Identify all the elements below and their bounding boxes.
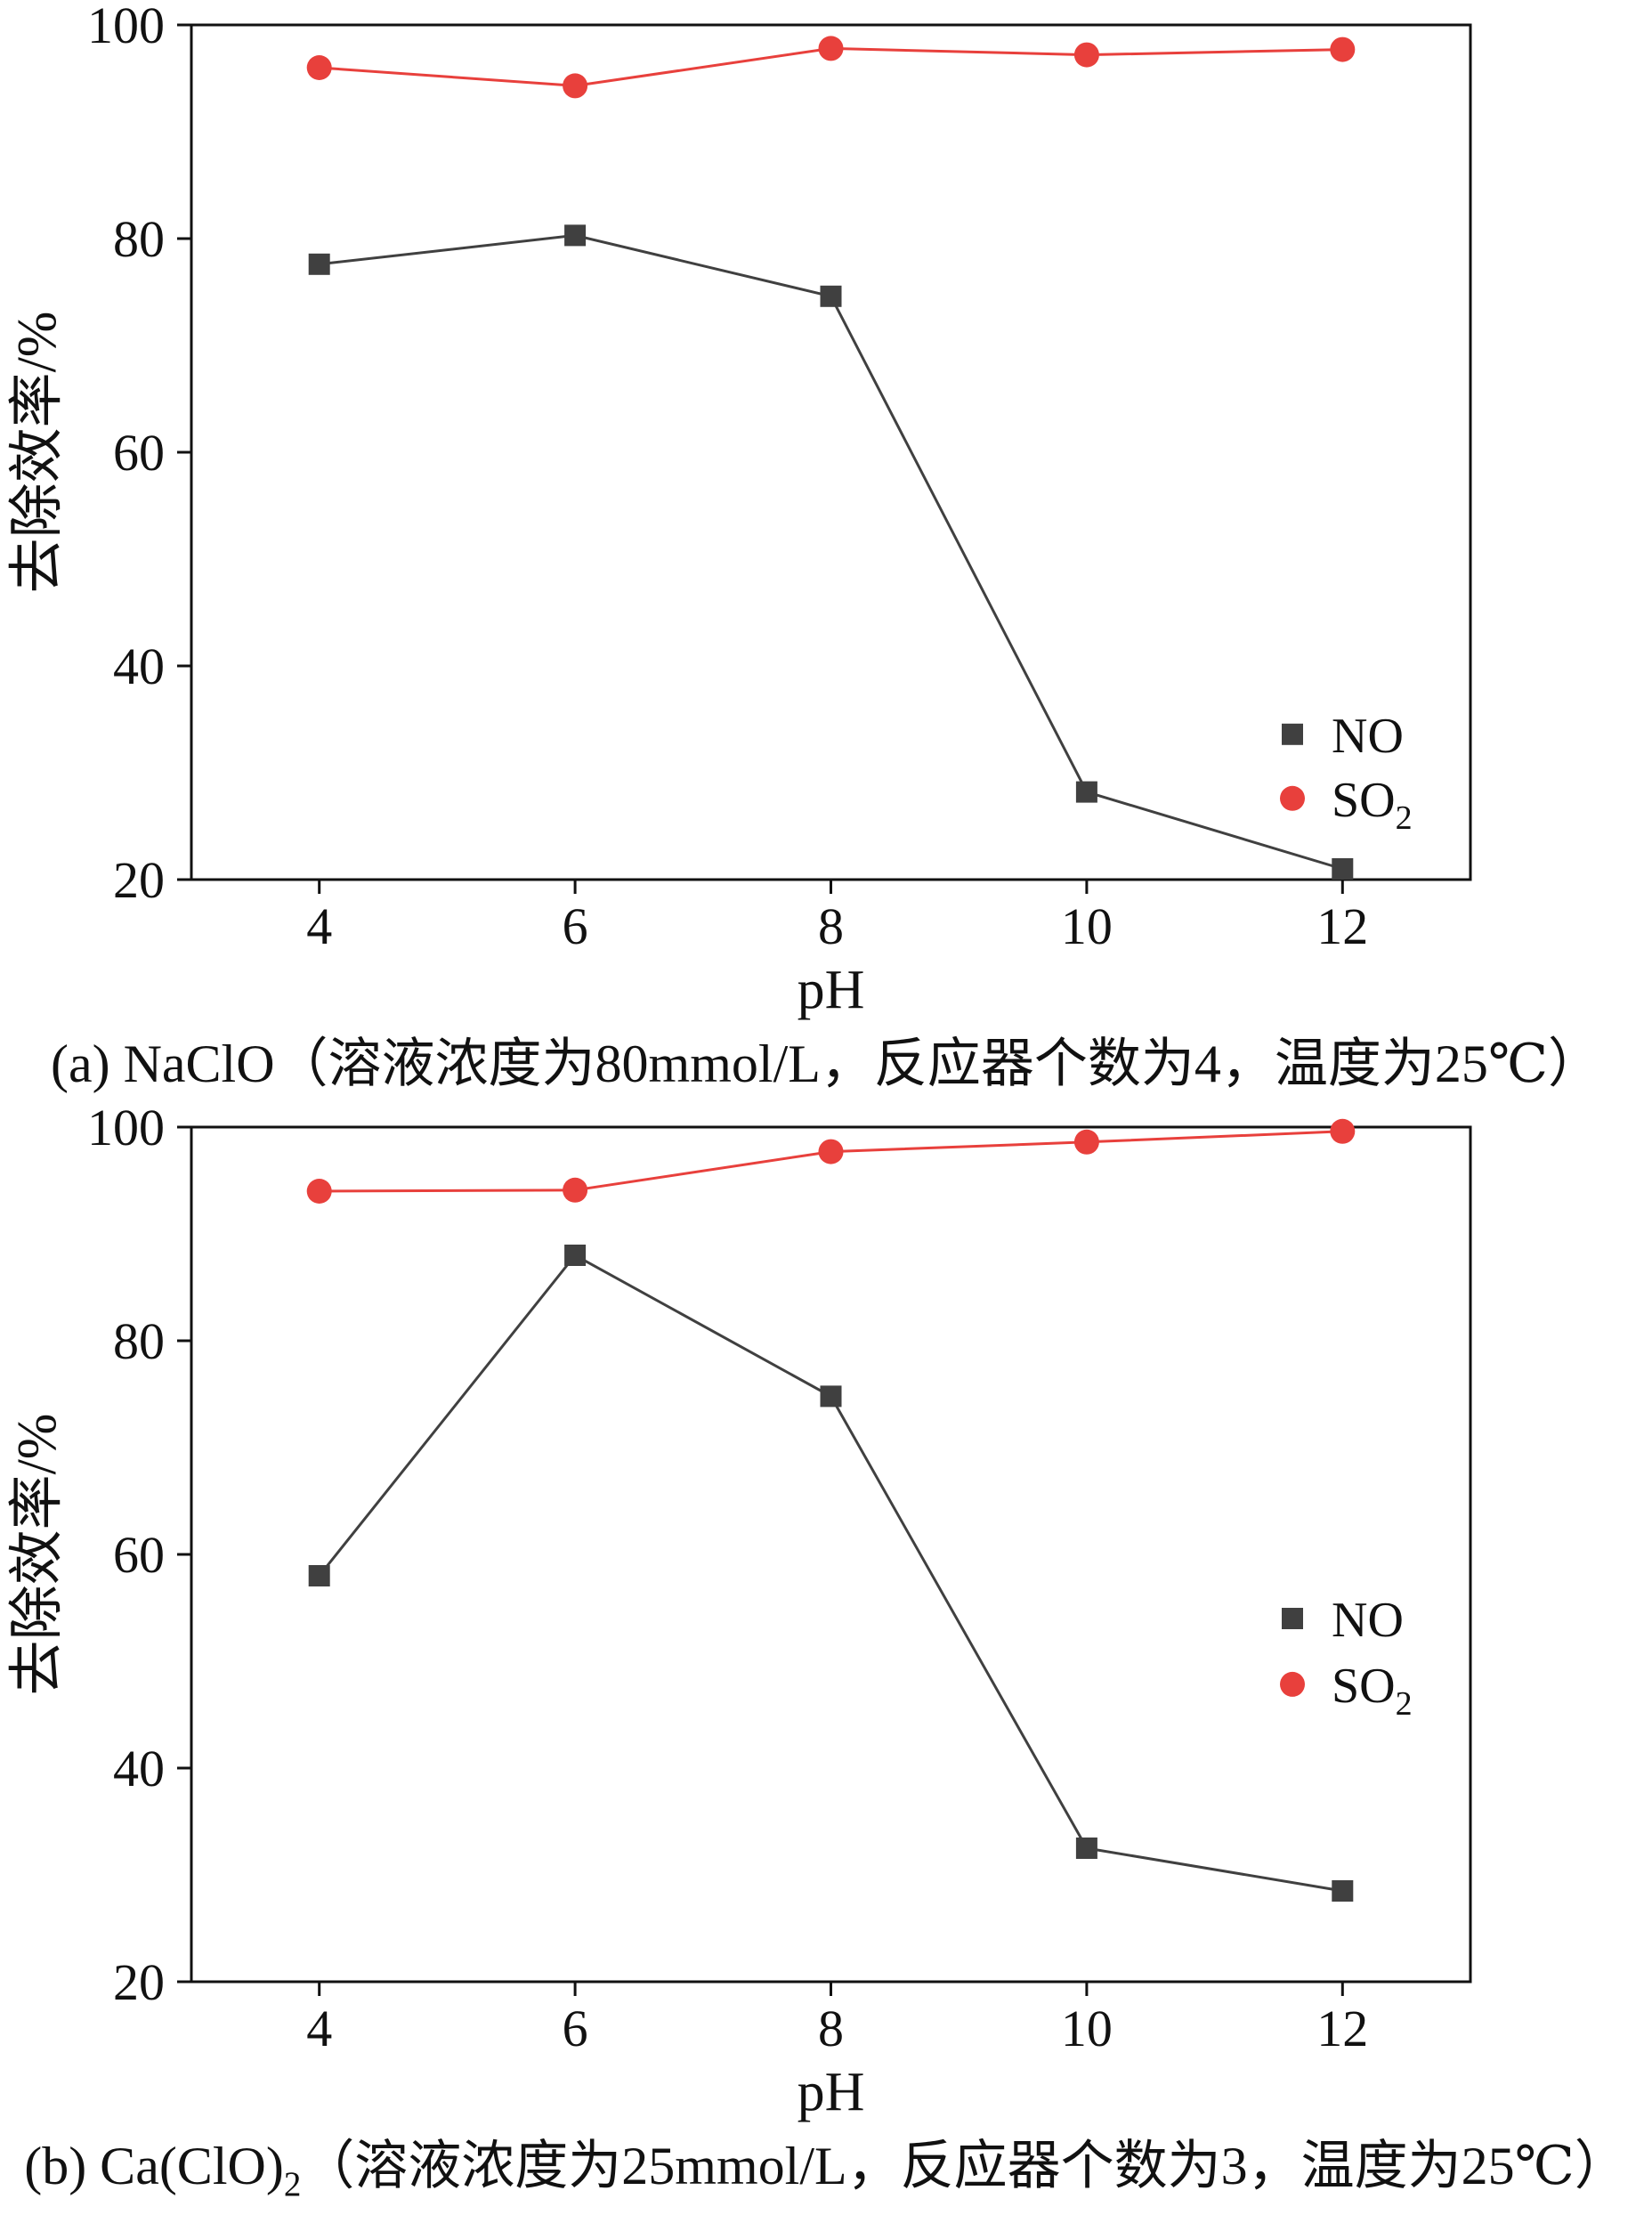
so2-data-point [563, 73, 588, 99]
no-series-line [319, 233, 1343, 871]
y-tick-label: 40 [113, 637, 165, 695]
so2-data-point [563, 1177, 588, 1203]
caption-text: (a) NaClO（溶液浓度为80mmol/L，反应器个数为4，温度为25℃） [50, 1034, 1602, 1093]
legend-so2-label: SO2 [1332, 1659, 1413, 1723]
y-tick-label: 100 [87, 0, 165, 54]
x-tick-label: 8 [818, 897, 844, 955]
plot-frame [190, 23, 1472, 881]
no-data-point [564, 224, 587, 247]
caption-text-subscript: 2 [283, 2165, 302, 2203]
y-tick-label: 20 [113, 1953, 165, 2011]
so2-data-point [818, 36, 844, 61]
chart-a-caption: (a) NaClO（溶液浓度为80mmol/L，反应器个数为4，温度为25℃） [0, 1026, 1652, 1102]
so2-data-point [1073, 1129, 1099, 1155]
x-tick-label: 6 [563, 897, 588, 955]
no-data-point [820, 1385, 842, 1408]
so2-data-point [1330, 37, 1356, 62]
y-tick-label: 80 [113, 210, 165, 268]
legend-so2-marker [1280, 1671, 1305, 1697]
legend-no-marker [1282, 723, 1303, 745]
legend-no-label: NO [1332, 1593, 1404, 1648]
x-axis-label: pH [798, 960, 865, 1020]
no-data-point [308, 1565, 330, 1586]
y-axis-label: 去除效率/% [7, 1414, 68, 1696]
no-data-point [308, 253, 330, 275]
chart-a-plot: 4 6 8 10 12 20 40 60 80 100 pH 去除效率/% NO SO2 [7, 0, 1472, 1020]
x-tick-label: 4 [306, 897, 332, 955]
y-tick-label: 100 [87, 1102, 165, 1156]
no-data-point [1075, 1838, 1097, 1859]
legend-no-label: NO [1332, 709, 1404, 764]
no-data-point [1332, 858, 1354, 880]
x-axis-label: pH [798, 2062, 865, 2122]
no-data-point [1332, 1880, 1354, 1902]
legend-so2-marker [1280, 785, 1305, 811]
x-tick-label: 10 [1061, 897, 1113, 955]
x-tick-label: 6 [563, 2000, 588, 2057]
x-tick-label: 12 [1316, 2000, 1368, 2057]
caption-text: (b) Ca(ClO) [24, 2137, 284, 2195]
so2-data-point [1330, 1118, 1356, 1144]
legend-no-marker [1282, 1608, 1303, 1629]
no-data-point [564, 1245, 587, 1266]
x-tick-label: 12 [1316, 897, 1368, 955]
legend-so2-label: SO2 [1332, 773, 1413, 837]
y-tick-label: 80 [113, 1312, 165, 1370]
no-data-point [820, 285, 842, 307]
chart-block-a: 4 6 8 10 12 20 40 60 80 100 pH 去除效率/% NO SO2 (a) NaCl… [0, 0, 1652, 1102]
chart-b-plot: 4 6 8 10 12 20 40 60 80 100 pH 去除效率/% NO SO2 [7, 1102, 1472, 2122]
so2-data-point [818, 1139, 844, 1164]
y-tick-label: 20 [113, 851, 165, 909]
y-tick-label: 60 [113, 424, 165, 482]
so2-data-point [1073, 42, 1099, 68]
plot-frame [190, 1125, 1472, 1984]
caption-text: （溶液浓度为25mmol/L，反应器个数为3，温度为25℃） [301, 2137, 1628, 2195]
x-tick-label: 4 [306, 2000, 332, 2057]
x-tick-label: 10 [1061, 2000, 1113, 2057]
y-tick-label: 40 [113, 1740, 165, 1797]
y-axis-label: 去除效率/% [7, 312, 68, 594]
x-tick-label: 8 [818, 2000, 844, 2057]
y-tick-label: 60 [113, 1526, 165, 1584]
chart-b-caption: (b) Ca(ClO)2（溶液浓度为25mmol/L，反应器个数为3，温度为25… [0, 2128, 1652, 2204]
so2-data-point [306, 1179, 332, 1204]
so2-data-point [306, 55, 332, 80]
no-data-point [1075, 781, 1097, 803]
chart-block-b: 4 6 8 10 12 20 40 60 80 100 pH 去除效率/% NO SO2 (b) Ca(C… [0, 1102, 1652, 2204]
no-series-line [318, 1253, 1343, 1893]
